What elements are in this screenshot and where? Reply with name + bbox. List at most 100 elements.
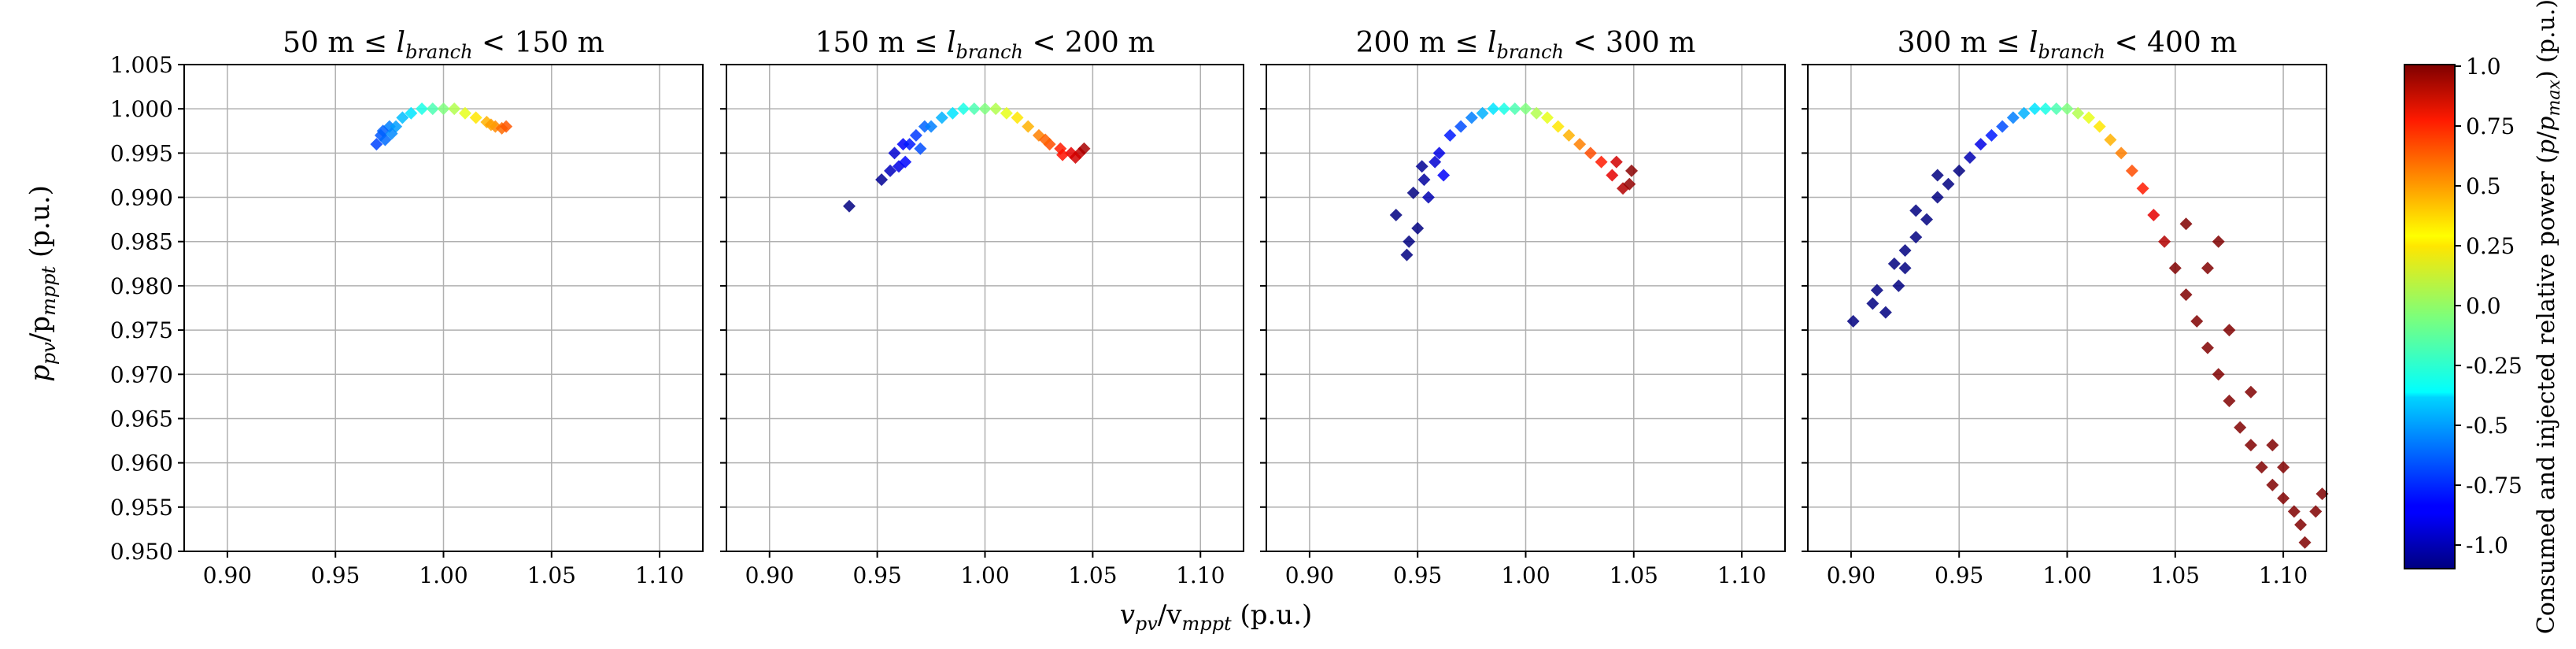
x-tick-label: 1.05 — [2151, 562, 2200, 588]
data-point — [925, 120, 938, 133]
data-point — [2125, 164, 2138, 177]
data-point — [2201, 261, 2214, 275]
data-point — [914, 142, 927, 155]
x-axis-label: vpv/vmppt (p.u.) — [1120, 599, 1313, 635]
colorbar-tick-label: 0.75 — [2466, 113, 2515, 139]
data-point — [1077, 142, 1091, 155]
data-point — [875, 173, 889, 187]
y-tick-label: 0.955 — [110, 495, 173, 521]
x-tick-label: 0.90 — [1285, 562, 1334, 588]
panel-3: 0.90 0.95 1.00 1.05 1.10 200 m ≤ lbranch < 30… — [1260, 27, 1786, 588]
data-point — [500, 120, 513, 133]
panel-title: 200 m ≤ lbranch < 300 m — [1356, 27, 1696, 63]
x-tick-label: 1.00 — [419, 562, 468, 588]
colorbar-tick-label: -1.0 — [2466, 532, 2508, 558]
data-point — [1551, 120, 1565, 133]
colorbar-tick-label: 0.25 — [2466, 233, 2515, 259]
data-point — [448, 102, 461, 116]
data-point — [1540, 111, 1554, 124]
x-tick-label: 0.90 — [203, 562, 252, 588]
data-point — [2082, 111, 2095, 124]
x-tick-label: 1.00 — [1501, 562, 1550, 588]
axis-labels: vpv/vmppt (p.u.) ppv/pmppt (p.u.) — [24, 185, 1312, 635]
data-point — [2190, 314, 2204, 328]
data-point — [2028, 102, 2042, 116]
y-tick-label: 0.990 — [110, 185, 173, 211]
x-tick-label: 0.95 — [852, 562, 901, 588]
data-point — [1846, 314, 1860, 328]
data-point — [1931, 191, 1944, 204]
y-tick-label: 0.975 — [110, 317, 173, 343]
data-point — [1443, 128, 1457, 142]
data-point — [1898, 243, 1912, 257]
colorbar-frame — [2404, 64, 2456, 569]
data-point — [2287, 505, 2301, 518]
data-point — [1573, 138, 1587, 151]
data-point — [385, 127, 398, 140]
data-point — [2136, 182, 2149, 195]
data-point — [1530, 106, 1543, 120]
data-point — [1920, 213, 1934, 226]
data-point — [426, 102, 439, 116]
data-point — [1870, 284, 1883, 297]
data-point — [2298, 536, 2312, 549]
data-point — [978, 102, 992, 116]
data-point — [2315, 487, 2329, 500]
data-point — [458, 106, 471, 120]
y-tick-label: 0.950 — [110, 539, 173, 565]
data-point — [2244, 385, 2257, 399]
data-point — [1406, 186, 1420, 199]
x-tick-label: 1.05 — [527, 562, 576, 588]
data-point — [1879, 306, 1892, 319]
data-point — [989, 102, 1003, 116]
data-point — [2223, 394, 2236, 407]
data-point — [1039, 133, 1052, 146]
data-point — [1437, 169, 1451, 182]
data-point — [946, 106, 959, 120]
y-tick-label: 0.985 — [110, 229, 173, 255]
panel-title: 150 m ≤ lbranch < 200 m — [815, 27, 1155, 63]
y-tick-label: 0.965 — [110, 406, 173, 432]
panel-1: 0.90 0.95 1.00 1.05 1.10 1.005 1.000 0.995 0.990… — [110, 27, 704, 588]
data-point — [884, 164, 897, 177]
y-tick-label: 1.005 — [110, 52, 173, 78]
data-point — [1974, 138, 1987, 151]
data-point — [1508, 102, 1521, 116]
data-point — [1892, 279, 1905, 292]
data-point — [1498, 102, 1511, 116]
data-point — [2179, 288, 2193, 302]
y-tick-label: 0.960 — [110, 451, 173, 477]
data-point — [1623, 177, 1636, 191]
data-point — [2266, 478, 2279, 491]
y-tick-label: 0.970 — [110, 362, 173, 388]
data-point — [1942, 177, 1955, 191]
x-tick-label: 0.90 — [1827, 562, 1876, 588]
data-point — [2104, 133, 2117, 146]
data-point — [1011, 111, 1024, 124]
colorbar-gradient — [2404, 65, 2455, 569]
data-point — [370, 138, 383, 151]
data-point — [1056, 148, 1070, 161]
data-point — [957, 102, 970, 116]
data-point — [1400, 248, 1414, 261]
data-point — [1000, 106, 1013, 120]
data-point — [1415, 160, 1428, 173]
data-point — [2158, 235, 2171, 248]
data-point — [1428, 155, 1442, 169]
x-tick-label: 1.05 — [1610, 562, 1658, 588]
x-tick-label: 1.10 — [635, 562, 684, 588]
data-point — [1476, 106, 1489, 120]
x-tick-label: 1.00 — [960, 562, 1009, 588]
data-point — [1595, 155, 1608, 169]
data-point — [2212, 235, 2225, 248]
data-point — [2234, 421, 2247, 434]
colorbar-tick-label: 0.0 — [2466, 293, 2501, 319]
data-point — [1562, 128, 1576, 142]
y-tick-label: 0.980 — [110, 273, 173, 299]
colorbar-tick-label: 1.0 — [2466, 54, 2501, 80]
colorbar-tick-label: -0.75 — [2466, 473, 2522, 499]
data-point — [2006, 111, 2020, 124]
data-point — [843, 199, 856, 213]
data-point — [1909, 204, 1923, 217]
